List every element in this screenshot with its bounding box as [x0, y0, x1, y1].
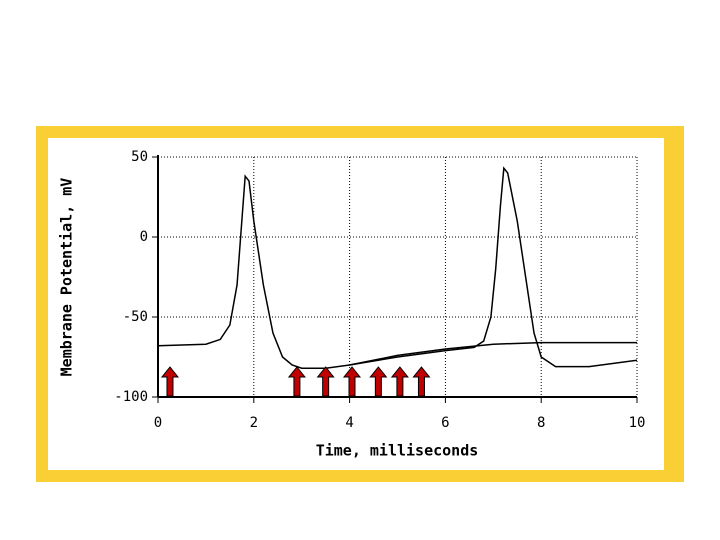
x-tick-label: 2 — [250, 415, 258, 431]
x-tick-label: 6 — [441, 415, 449, 431]
x-axis-label: Time, milliseconds — [316, 442, 479, 460]
stimulus-arrow — [390, 366, 409, 397]
line — [157, 166, 638, 369]
y-tick-label: 0 — [140, 229, 148, 245]
x-tick-label: 10 — [629, 415, 646, 431]
x-tick-label: 8 — [537, 415, 545, 431]
stimulus-arrow — [369, 366, 388, 397]
stimulus-arrow — [412, 366, 431, 397]
panel — [48, 138, 664, 470]
x-tick-label: 4 — [345, 415, 353, 431]
y-tick-label: 50 — [131, 149, 148, 165]
stimulus-arrow — [342, 366, 362, 397]
y-tick-label: -50 — [123, 309, 148, 325]
stimulus-arrow — [160, 366, 180, 397]
y-tick-label: -100 — [114, 389, 148, 405]
stimulus-arrow — [287, 366, 306, 397]
line — [349, 341, 637, 366]
stimulus-arrow — [316, 366, 335, 397]
x-tick-label: 0 — [154, 415, 162, 431]
y-axis-label: Membrane Potential, mV — [58, 178, 76, 377]
